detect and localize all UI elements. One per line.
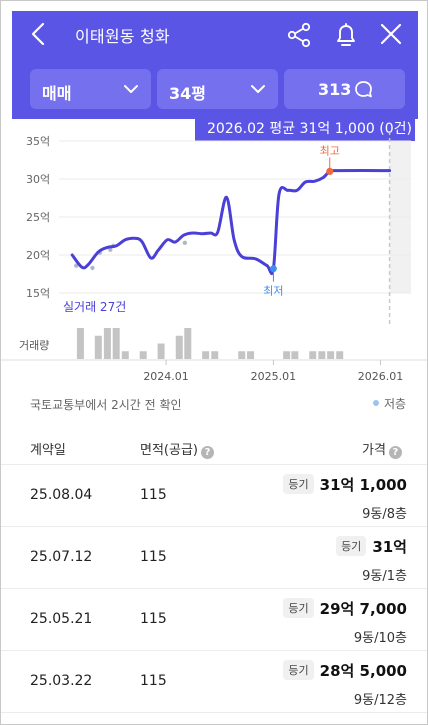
legend-low-floor: 저층 <box>373 395 406 412</box>
size-select[interactable]: 34평 <box>157 69 278 109</box>
row-area: 115 <box>140 549 167 565</box>
x-tick-label: 2026.01 <box>358 370 404 383</box>
volume-bar <box>94 335 102 359</box>
table-row[interactable]: 25.05.21 115 등기 29억 7,000 9동/10층 <box>1 589 427 651</box>
row-area: 115 <box>140 487 167 503</box>
volume-bar <box>175 335 183 359</box>
registered-badge: 등기 <box>336 536 367 556</box>
volume-bar <box>309 351 317 359</box>
table-header: 계약일 면적(공급)? 가격? <box>1 431 427 465</box>
scatter-point <box>182 240 188 246</box>
volume-label: 거래량 <box>19 339 50 352</box>
registered-badge: 등기 <box>283 660 314 680</box>
back-arrow-icon[interactable] <box>26 21 52 47</box>
deal-type-value: 매매 <box>42 84 72 103</box>
row-unit: 9동/8층 <box>362 507 407 522</box>
chevron-down-icon <box>124 85 138 93</box>
row-unit: 9동/10층 <box>353 631 407 646</box>
speech-bubble-icon <box>355 81 372 98</box>
y-tick-label: 20억 <box>26 249 50 262</box>
volume-bar <box>211 351 219 359</box>
volume-bar <box>121 351 129 359</box>
registered-badge: 등기 <box>283 598 314 618</box>
volume-bar <box>112 328 120 359</box>
registered-badge: 등기 <box>283 474 314 494</box>
row-date: 25.08.04 <box>30 487 93 503</box>
data-source-text: 국토교통부에서 2시간 전 확인 <box>30 398 182 412</box>
volume-bar <box>318 351 326 359</box>
help-icon[interactable]: ? <box>388 446 402 459</box>
volume-bar <box>157 343 165 359</box>
x-tick-label: 2024.01 <box>143 370 189 383</box>
row-area: 115 <box>140 611 167 627</box>
x-tick-label: 2025.01 <box>251 370 297 383</box>
legend-low-label: 저층 <box>384 397 407 411</box>
row-price-value: 31억 1,000 <box>319 476 407 494</box>
header-area-label: 면적(공급) <box>140 443 198 458</box>
top-app-bar: 이태원동 청화 매매 34평 <box>12 11 418 119</box>
header-area: 면적(공급)? <box>140 439 214 459</box>
volume-bar <box>184 328 192 359</box>
y-tick-label: 35억 <box>26 135 50 148</box>
chevron-down-icon <box>251 85 265 93</box>
volume-bar <box>291 351 299 359</box>
y-tick-label: 30억 <box>26 173 50 186</box>
volume-bar <box>336 351 344 359</box>
table-row[interactable]: 25.03.22 115 등기 28억 5,000 9동/12층 <box>1 651 427 713</box>
help-icon[interactable]: ? <box>200 446 214 459</box>
share-icon[interactable] <box>286 22 312 48</box>
trade-count-label: 실거래 27건 <box>63 300 126 314</box>
row-price: 등기 28억 5,000 <box>283 660 407 681</box>
bell-icon[interactable] <box>332 21 360 49</box>
price-line <box>70 169 392 275</box>
table-row[interactable]: 25.07.12 115 등기 31억 9동/1층 <box>1 527 427 589</box>
high-marker-label: 최고 <box>320 144 340 157</box>
volume-bar <box>202 351 210 359</box>
y-tick-label: 15억 <box>26 287 50 300</box>
close-icon[interactable] <box>378 21 404 47</box>
row-area: 115 <box>140 673 167 689</box>
row-date: 25.07.12 <box>30 549 93 565</box>
comments-button[interactable]: 313 <box>284 69 405 109</box>
tooltip-text: 2026.02 평균 31억 1,000 (0건) <box>207 121 412 137</box>
y-tick-label: 25억 <box>26 211 50 224</box>
row-price-value: 28억 5,000 <box>319 662 407 680</box>
header-price-label: 가격 <box>362 443 386 458</box>
row-price: 등기 31억 1,000 <box>283 474 407 495</box>
complex-title: 이태원동 청화 <box>75 27 170 46</box>
header-price: 가격? <box>362 439 402 459</box>
row-unit: 9동/1층 <box>362 569 407 584</box>
volume-bar <box>327 351 335 359</box>
low-marker-dot <box>270 265 277 273</box>
comment-count: 313 <box>318 80 352 99</box>
row-unit: 9동/12층 <box>353 693 407 708</box>
table-row[interactable]: 25.08.04 115 등기 31억 1,000 9동/8층 <box>1 465 427 527</box>
volume-bar <box>76 328 84 359</box>
volume-bar <box>283 351 291 359</box>
row-date: 25.05.21 <box>30 611 93 627</box>
volume-bar <box>103 328 111 359</box>
size-value: 34평 <box>169 84 206 103</box>
high-marker-dot <box>326 167 334 175</box>
chart-tooltip: 2026.02 평균 31억 1,000 (0건) <box>195 115 415 141</box>
row-price: 등기 29억 7,000 <box>283 598 407 619</box>
volume-bar <box>238 351 246 359</box>
header-date: 계약일 <box>30 443 66 458</box>
low-marker-label: 최저 <box>263 285 283 298</box>
legend-dot <box>373 400 379 406</box>
volume-bar <box>139 351 147 359</box>
row-price-value: 31억 <box>372 538 407 556</box>
deal-type-select[interactable]: 매매 <box>30 69 151 109</box>
scatter-point <box>108 247 113 252</box>
row-date: 25.03.22 <box>30 673 93 689</box>
scatter-point <box>90 265 95 271</box>
volume-bar <box>247 351 255 359</box>
row-price-value: 29억 7,000 <box>319 600 407 618</box>
row-price: 등기 31억 <box>336 536 407 557</box>
